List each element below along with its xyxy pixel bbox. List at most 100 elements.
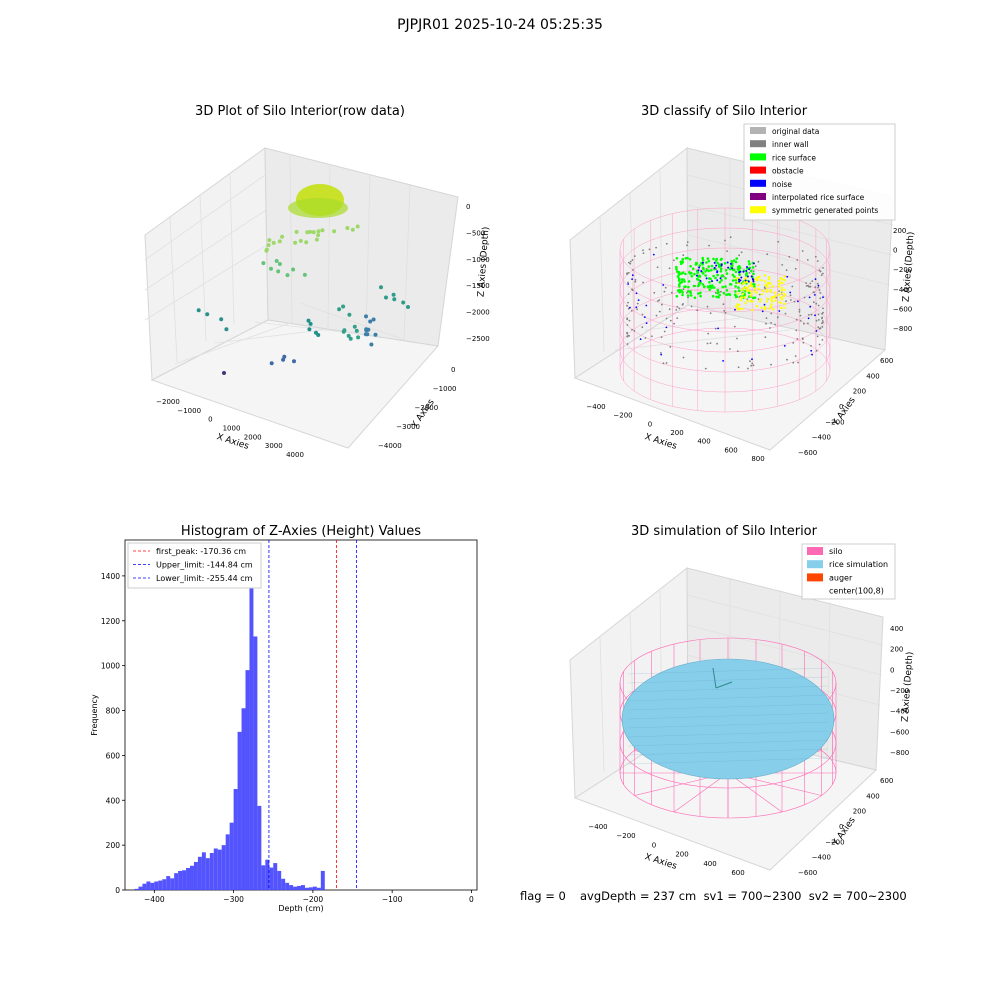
histogram-bar [229,822,234,890]
inner-wall-point [806,259,809,261]
simulation-legend-label: silo [829,547,843,556]
noise-point [738,280,741,283]
raw-data-point [280,234,285,239]
inner-wall-point [798,310,801,313]
inner-wall-point [764,336,767,339]
inner-wall-point [817,286,819,289]
raw-y-tick-label: −3000 [396,423,420,431]
noise-point [742,270,745,273]
inner-wall-point [803,296,806,299]
simulation-xlabel: X Axies [643,852,678,872]
inner-wall-point [795,318,798,321]
inner-wall-point [814,314,816,317]
raw-data-point [294,229,299,234]
symmetric-point [743,296,746,299]
rice-surface-point [701,283,705,286]
symmetric-point [770,297,773,300]
raw-data-point [345,226,350,230]
rice-surface-point [720,279,723,282]
inner-wall-point [657,300,659,302]
inner-wall-point [792,342,795,344]
histogram-bar [304,887,309,890]
inner-wall-point [648,248,651,251]
rice-surface-point [724,269,728,272]
simulation-legend-label: center(100,8) [829,587,884,596]
symmetric-point [763,307,767,311]
raw-data-point [282,354,287,359]
rice-surface-point [697,275,701,278]
inner-wall-point [813,294,816,296]
inner-wall-point [815,302,818,305]
raw-x-tick-label: −1000 [177,407,201,415]
noise-point [719,277,722,280]
rice-surface-point [734,260,738,264]
inner-wall-point [736,337,738,340]
inner-wall-point [805,282,807,284]
inner-wall-point [799,320,802,322]
inner-wall-point [627,293,630,295]
rice-surface-point [734,285,737,288]
histogram-chart: −400 −300 −200 −100 0 0 200 400 600 800 1000 1200 1… [90,539,478,913]
inner-wall-point [669,319,672,322]
inner-wall-point [814,286,817,288]
noise-point [747,280,750,283]
rice-surface-point [720,257,723,261]
inner-wall-point [724,311,727,314]
rice-surface-point [717,290,720,294]
noise-point [748,268,751,271]
histogram-bar [174,873,179,890]
noise-point [715,264,718,267]
rice-surface-point [715,295,718,299]
rice-surface-point [712,274,715,278]
symmetric-point [738,307,742,310]
symmetric-point [735,305,738,308]
raw-data-point [291,267,296,272]
symmetric-point [755,276,759,279]
rice-surface-point [688,258,692,261]
inner-wall-point [626,304,628,307]
histogram-bar [178,870,183,890]
histogram-xlabel: Depth (cm) [278,904,323,913]
inner-wall-point [626,273,628,275]
figure-title: PJPJR01 2025-10-24 05:25:35 [397,17,603,33]
simulation-y-tick-label: 400 [866,792,879,800]
inner-wall-point [818,343,821,346]
rice-surface-point [712,257,715,261]
classify-legend-label: obstacle [772,167,804,176]
classify-legend-swatch [750,206,766,214]
inner-wall-point [628,335,631,337]
rice-surface-point [689,291,692,295]
noise-point [745,270,748,272]
inner-wall-point [740,251,743,254]
inner-wall-point [797,300,799,303]
raw-data-point [355,224,360,229]
rice-surface-point [696,277,699,281]
raw-x-tick-label: −2000 [156,398,180,406]
rice-surface-point [703,285,706,288]
raw-data-point [401,300,406,305]
raw-data-point [342,328,347,333]
raw-x-tick-label: 0 [208,416,212,424]
histogram-bar [265,859,270,890]
raw-data-point [274,259,279,263]
inner-wall-point [626,343,629,345]
histogram-bar [241,708,246,890]
symmetric-point [764,284,767,287]
symmetric-point [783,279,786,282]
symmetric-point [779,277,782,280]
rice-surface-point [752,282,756,286]
rice-surface-point [734,290,737,293]
inner-wall-point [822,267,824,269]
symmetric-point [766,285,769,288]
rice-surface-point [681,257,684,261]
histogram-bar [269,867,274,890]
inner-wall-point [724,239,726,242]
noise-point [746,275,749,278]
inner-wall-point [675,309,678,311]
noise-point [697,269,700,272]
raw-y-tick-label: −1000 [433,385,457,393]
classify-y-tick-label: −200 [825,418,844,426]
classify-panel-title: 3D classify of Silo Interior [640,104,808,119]
histogram-bar [190,865,194,890]
inner-wall-point [812,301,815,304]
